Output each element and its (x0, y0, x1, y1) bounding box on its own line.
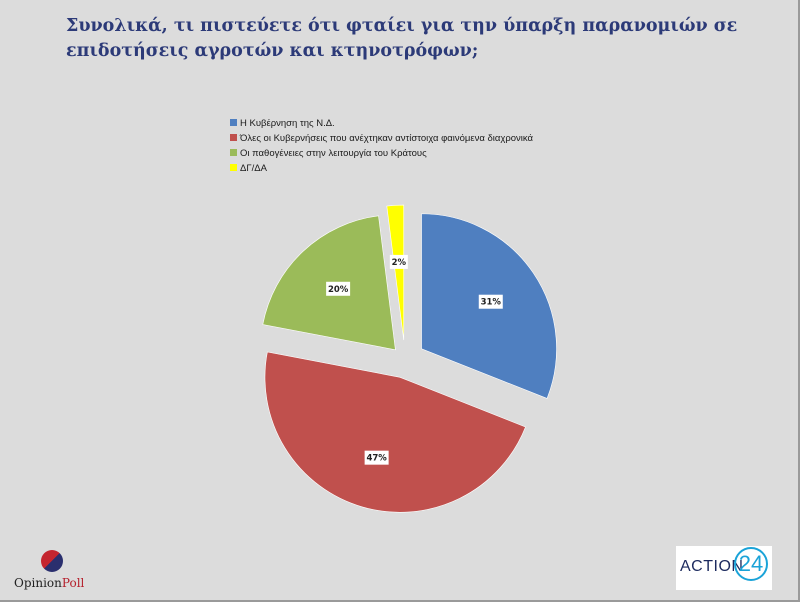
legend-swatch (230, 119, 237, 126)
action24-logo: ACTION 24 (676, 546, 772, 590)
data-label-text: 47% (366, 454, 387, 464)
chart-title: Συνολικά, τι πιστεύετε ότι φταίει για τη… (66, 16, 738, 61)
legend-swatch (230, 164, 237, 171)
opinion-poll-wordmark: OpinionPoll (14, 576, 85, 590)
legend-item-state-pathologies: Οι παθογένειες στην λειτουργία του Κράτο… (230, 148, 427, 159)
data-label-box (478, 294, 503, 309)
data-label-dk-na: 2% (389, 254, 408, 269)
chart-legend: Η Κυβέρνηση της Ν.Δ. Όλες οι Κυβερνήσεις … (230, 118, 534, 174)
legend-label: Οι παθογένειες στην λειτουργία του Κράτο… (240, 148, 427, 159)
data-label-text: 31% (481, 298, 502, 308)
pie-slice-dk-na (386, 204, 405, 341)
data-label-text: 2% (392, 258, 407, 268)
action24-number: 24 (734, 547, 768, 581)
data-label-nd-government: 31% (478, 294, 503, 309)
legend-label: ΔΓ/ΔΑ (240, 163, 268, 174)
legend-label: Η Κυβέρνηση της Ν.Δ. (240, 118, 335, 129)
data-label-all-governments: 47% (364, 450, 389, 465)
data-labels: 31% 47% 20% 2% (326, 254, 503, 465)
legend-item-all-governments: Όλες οι Κυβερνήσεις που ανέχτηκαν αντίστ… (230, 133, 534, 144)
legend-swatch (230, 149, 237, 156)
data-label-box (364, 450, 389, 465)
legend-swatch (230, 134, 237, 141)
data-label-box (326, 281, 351, 296)
data-label-text: 20% (328, 285, 349, 295)
data-label-state-pathologies: 20% (326, 281, 351, 296)
data-label-box (389, 254, 408, 269)
pie-slices (262, 204, 557, 513)
legend-item-dk-na: ΔΓ/ΔΑ (230, 163, 268, 174)
pie-slice-all-governments (264, 351, 526, 513)
legend-item-nd-government: Η Κυβέρνηση της Ν.Δ. (230, 118, 335, 129)
opinion-poll-logo: OpinionPoll (14, 546, 114, 596)
legend-label: Όλες οι Κυβερνήσεις που ανέχτηκαν αντίστ… (239, 133, 534, 144)
opinion-poll-mark-icon (41, 550, 63, 572)
action24-word: ACTION (680, 558, 744, 575)
